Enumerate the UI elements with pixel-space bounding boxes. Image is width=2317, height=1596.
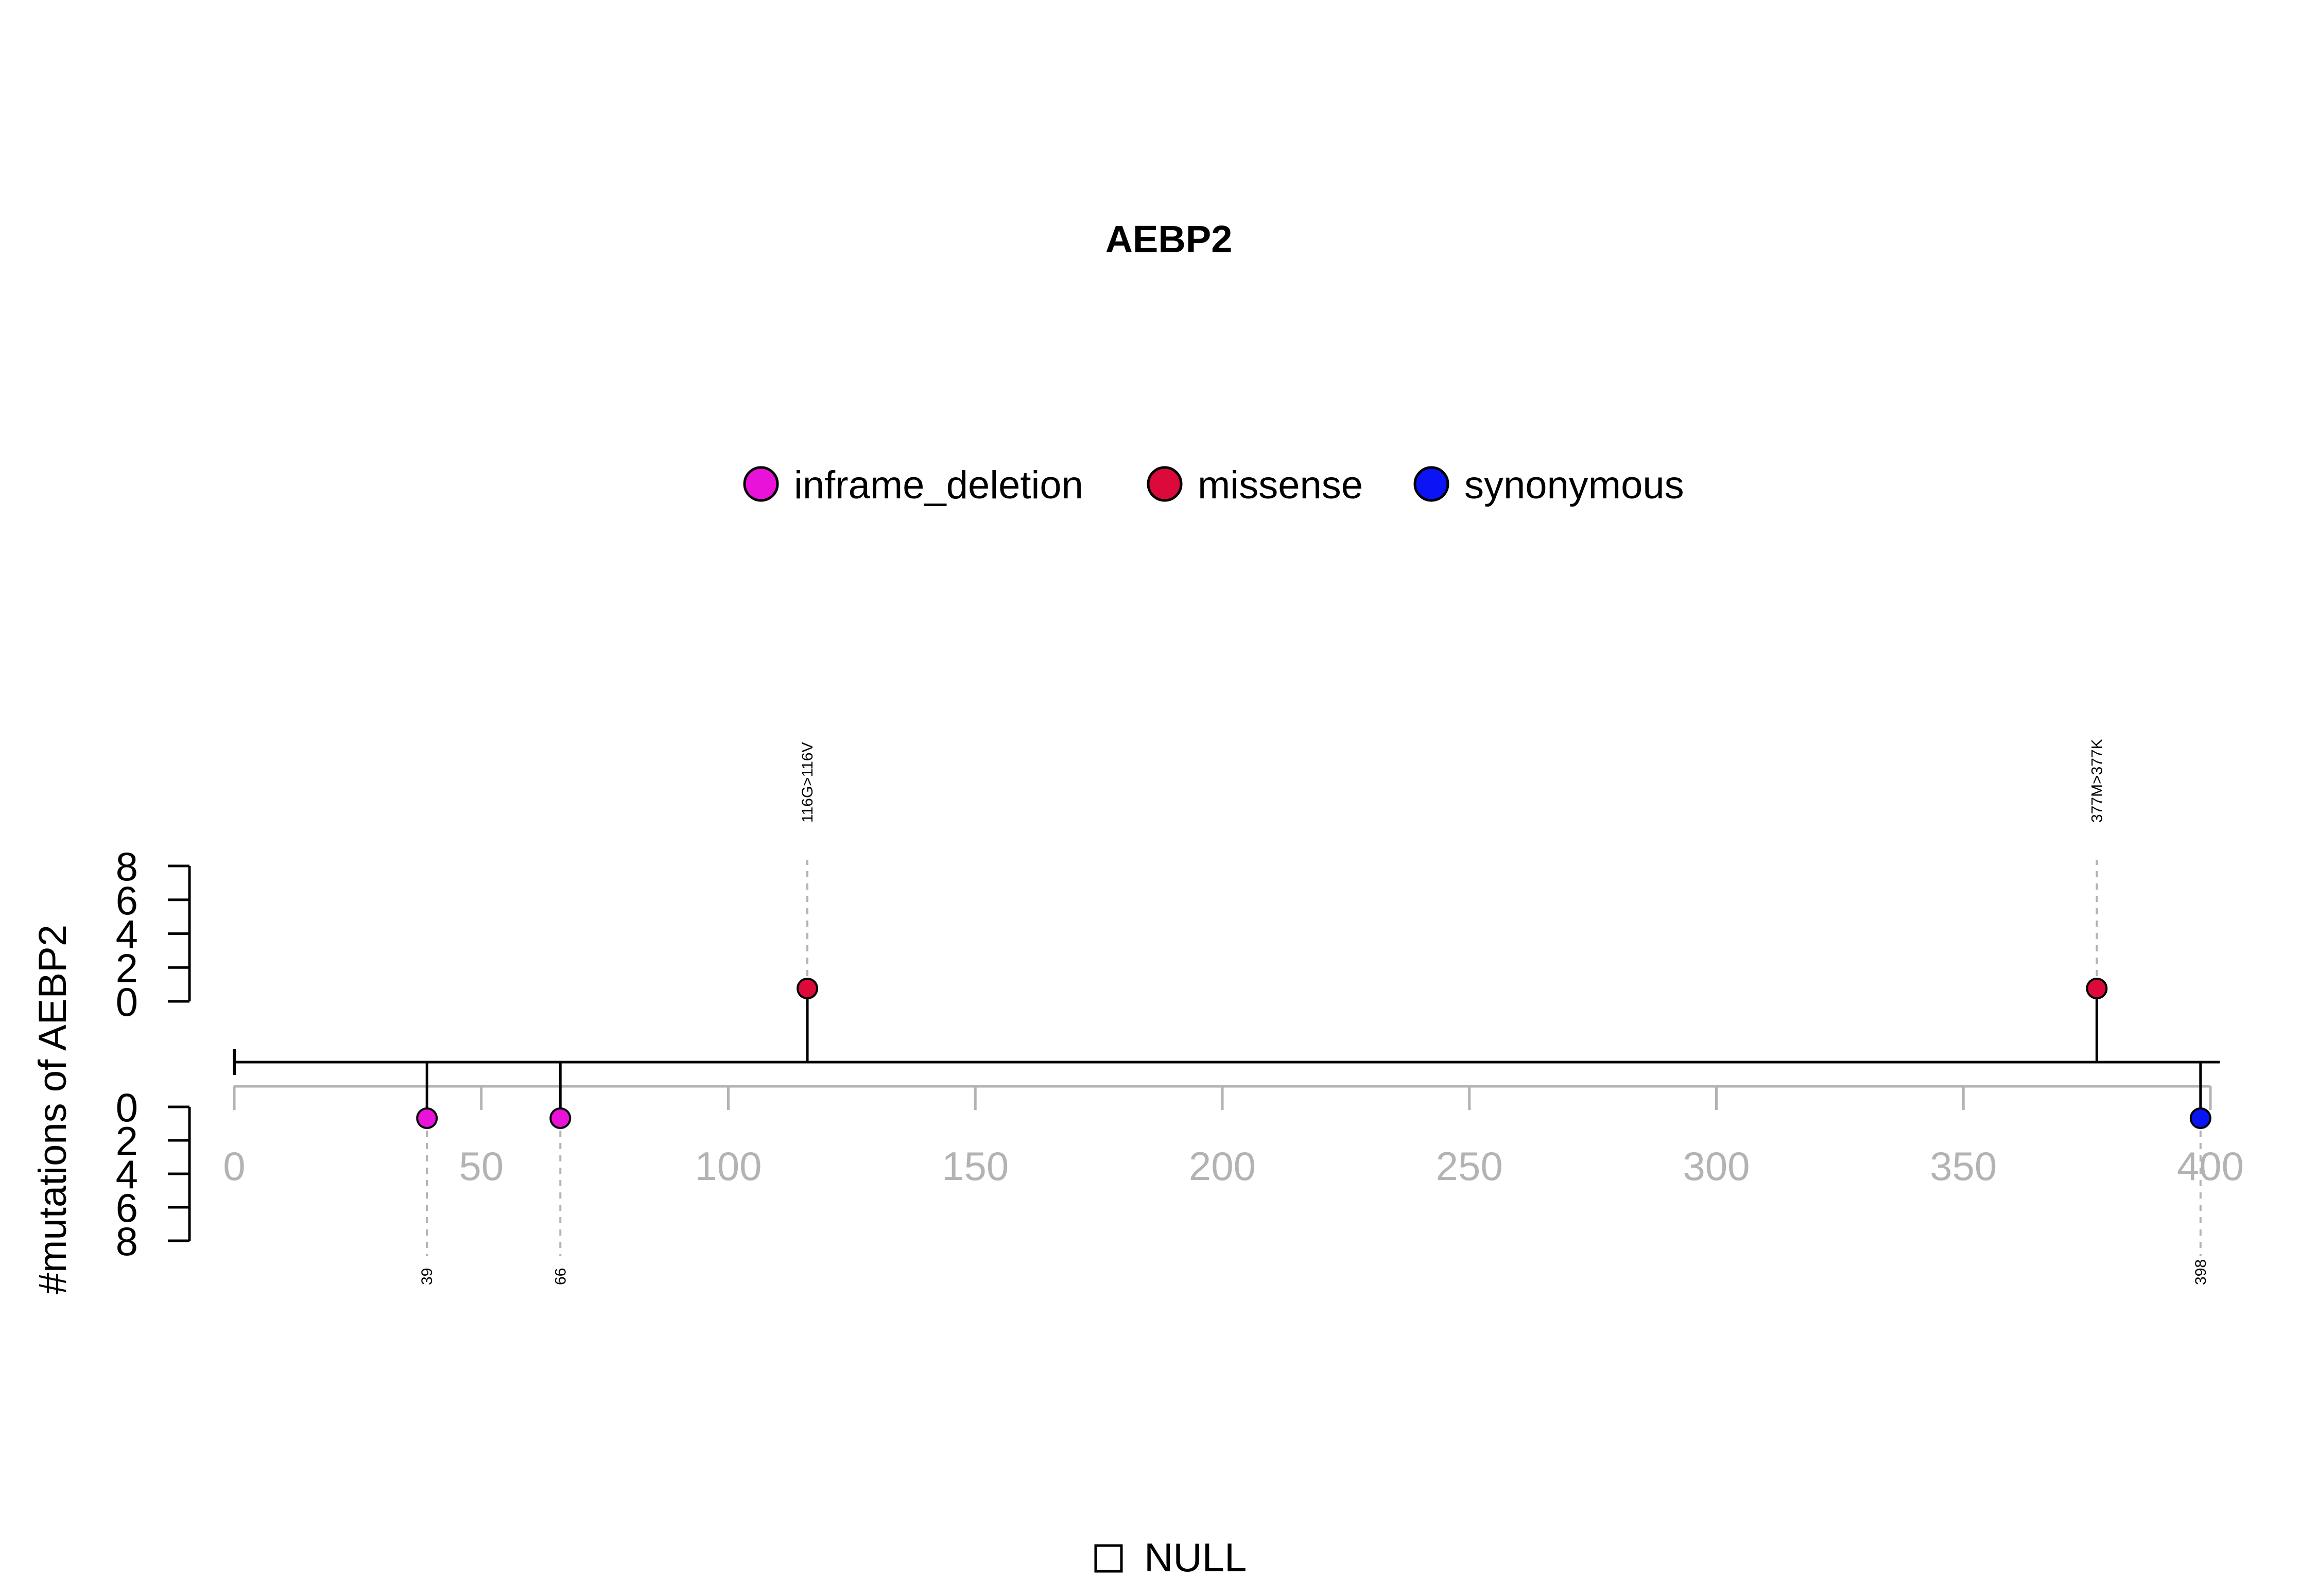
y-axis-label: #mutations of AEBP2 bbox=[31, 925, 75, 1294]
x-tick-label: 50 bbox=[459, 1143, 504, 1189]
lollipop-head bbox=[416, 1107, 438, 1129]
x-tick-label: 100 bbox=[695, 1143, 762, 1189]
x-axis: 0 50 100 150 200 250 300 350 400 bbox=[223, 1085, 2244, 1189]
x-tick-label: 150 bbox=[942, 1143, 1009, 1189]
y-tick-label: 0 bbox=[116, 979, 138, 1025]
legend-label: synonymous bbox=[1464, 463, 1684, 507]
x-tick-label: 300 bbox=[1683, 1143, 1750, 1189]
legend: inframe_deletion missense synonymous bbox=[743, 463, 1684, 507]
lollipop-head bbox=[2086, 978, 2108, 999]
y-tick-label: 6 bbox=[116, 1185, 138, 1230]
legend-marker-icon bbox=[1147, 466, 1183, 502]
x-tick-label: 350 bbox=[1930, 1143, 1997, 1189]
mutation-label: 39 bbox=[419, 1268, 436, 1285]
lollipop-head bbox=[2189, 1107, 2211, 1129]
chart-title: AEBP2 bbox=[1105, 218, 1233, 261]
y-tick-label: 2 bbox=[116, 1118, 138, 1164]
x-tick-label: 250 bbox=[1436, 1143, 1503, 1189]
legend-label: missense bbox=[1198, 463, 1363, 507]
mutation-label: 398 bbox=[2192, 1259, 2209, 1285]
x-tick-label: 400 bbox=[2177, 1143, 2244, 1189]
mutation-label: 116G>116V bbox=[799, 742, 816, 823]
y-tick-label: 4 bbox=[116, 1152, 138, 1197]
legend-label: inframe_deletion bbox=[794, 463, 1083, 507]
lollipop-marks: 39 66 116G>116V 377M>377K 398 bbox=[416, 739, 2211, 1285]
mutation-label: 66 bbox=[552, 1268, 569, 1285]
null-legend-box-icon bbox=[1094, 1544, 1123, 1573]
null-legend: NULL bbox=[1094, 1535, 1247, 1580]
mutation-label: 377M>377K bbox=[2088, 739, 2105, 823]
null-legend-label: NULL bbox=[1144, 1535, 1247, 1580]
y-tick-label: 6 bbox=[116, 878, 138, 923]
y-tick-label: 8 bbox=[116, 1219, 138, 1264]
legend-marker-icon bbox=[743, 466, 779, 502]
y-tick-label: 8 bbox=[116, 844, 138, 889]
legend-marker-icon bbox=[1413, 466, 1449, 502]
x-tick-label: 200 bbox=[1189, 1143, 1256, 1189]
y-tick-label: 4 bbox=[116, 912, 138, 957]
lollipop-head bbox=[549, 1107, 572, 1129]
x-tick-label: 0 bbox=[223, 1143, 245, 1189]
protein-backbone bbox=[233, 1049, 2220, 1075]
lollipop-head bbox=[797, 978, 819, 999]
y-tick-label: 0 bbox=[116, 1085, 138, 1130]
y-tick-label: 2 bbox=[116, 945, 138, 991]
